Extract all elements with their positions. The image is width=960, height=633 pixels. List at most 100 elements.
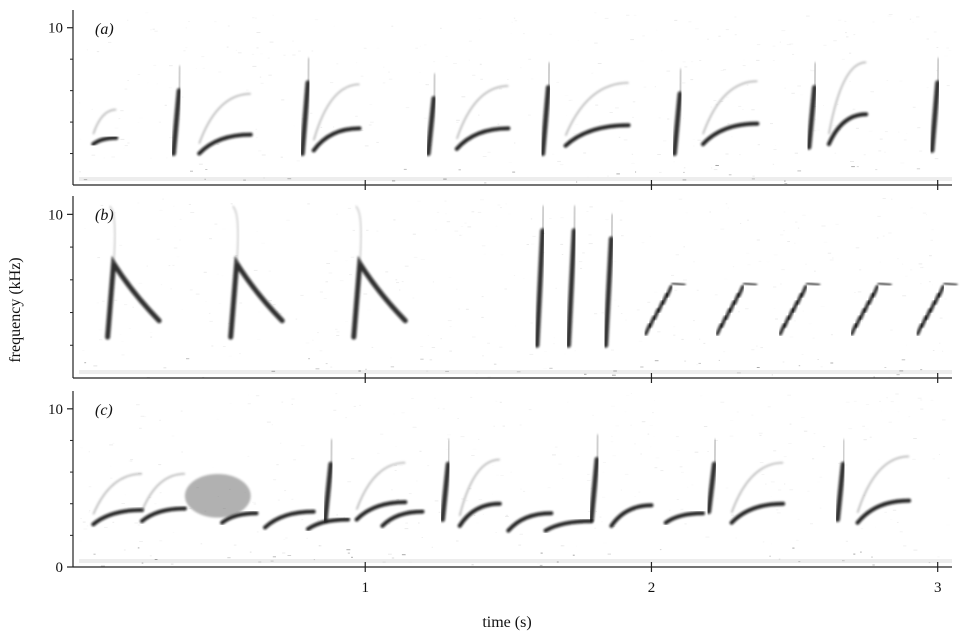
- noise-speck: [330, 82, 333, 83]
- noise-speck: [762, 474, 765, 475]
- noise-speck: [946, 525, 949, 526]
- noise-speck: [396, 282, 399, 283]
- noise-speck: [369, 104, 372, 105]
- noise-speck: [185, 47, 187, 48]
- noise-speck: [520, 67, 521, 68]
- noise-speck: [336, 335, 339, 336]
- noise-speck: [858, 291, 862, 292]
- noise-speck: [699, 339, 700, 340]
- noise-speck: [790, 337, 794, 338]
- noise-speck: [180, 219, 182, 220]
- noise-speck: [878, 459, 879, 460]
- noise-speck: [630, 39, 634, 40]
- noise-speck: [813, 338, 815, 339]
- noise-speck: [317, 332, 319, 333]
- noise-speck: [280, 313, 283, 314]
- noise-speck: [515, 20, 517, 21]
- noise-speck: [396, 499, 399, 500]
- noise-speck: [283, 55, 285, 56]
- noise-speck: [316, 368, 320, 369]
- noise-speck: [80, 447, 83, 448]
- noise-speck: [138, 283, 142, 284]
- noise-speck: [738, 311, 740, 312]
- noise-speck: [523, 491, 525, 492]
- noise-speck: [137, 203, 139, 204]
- noise-speck: [860, 552, 862, 553]
- noise-speck: [757, 44, 760, 45]
- noise-speck: [292, 404, 293, 405]
- noise-speck: [461, 436, 465, 437]
- noise-speck: [735, 17, 737, 18]
- noise-speck: [934, 32, 937, 33]
- spectrogram-note: [717, 283, 757, 334]
- note-harmonic: [142, 474, 185, 511]
- noise-speck: [878, 150, 881, 151]
- noise-speck: [748, 264, 751, 265]
- noise-speck: [821, 366, 823, 367]
- noise-speck: [484, 182, 486, 183]
- noise-speck: [79, 102, 80, 103]
- noise-speck: [631, 393, 632, 394]
- noise-speck: [514, 143, 515, 144]
- noise-speck: [250, 552, 252, 553]
- noise-speck: [81, 518, 82, 519]
- noise-speck: [448, 320, 452, 321]
- noise-speck: [913, 107, 916, 108]
- noise-speck: [420, 359, 423, 360]
- x-tick-label: 1: [361, 580, 369, 596]
- noise-speck: [717, 498, 718, 499]
- noise-speck: [222, 229, 226, 230]
- noise-speck: [354, 406, 356, 407]
- noise-speck: [99, 329, 103, 330]
- noise-speck: [900, 163, 904, 164]
- low-frequency-noise-band: [79, 559, 952, 563]
- noise-speck: [638, 492, 640, 493]
- noise-speck: [624, 139, 628, 140]
- note-harmonic: [93, 110, 116, 135]
- noise-speck: [124, 304, 127, 305]
- noise-speck: [832, 258, 834, 259]
- noise-speck: [769, 556, 770, 557]
- noise-speck: [190, 289, 193, 290]
- noise-speck: [120, 110, 123, 111]
- noise-speck: [655, 360, 659, 361]
- noise-speck: [891, 401, 894, 402]
- noise-speck: [723, 351, 725, 352]
- noise-speck: [231, 203, 233, 204]
- noise-speck: [865, 510, 868, 511]
- noise-speck: [433, 281, 434, 282]
- noise-speck: [573, 555, 575, 556]
- noise-speck: [783, 362, 785, 363]
- noise-speck: [229, 403, 231, 404]
- noise-speck: [757, 367, 760, 368]
- noise-speck: [310, 113, 312, 114]
- noise-speck: [97, 257, 100, 258]
- spectrogram-note: [325, 464, 331, 519]
- noise-speck: [139, 118, 143, 119]
- noise-speck: [759, 433, 763, 434]
- noise-speck: [920, 283, 921, 284]
- spectrogram-note: [732, 504, 784, 523]
- noise-speck: [949, 50, 952, 51]
- noise-speck: [802, 354, 804, 355]
- noise-speck: [870, 437, 872, 438]
- noise-speck: [652, 412, 653, 413]
- noise-speck: [101, 566, 105, 567]
- noise-speck: [657, 331, 660, 332]
- noise-speck: [119, 118, 121, 119]
- noise-speck: [592, 415, 594, 416]
- noise-speck: [369, 125, 372, 126]
- noise-speck: [549, 218, 552, 219]
- noise-speck: [699, 363, 702, 364]
- noise-speck: [846, 36, 849, 37]
- noise-speck: [884, 512, 887, 513]
- noise-speck: [257, 32, 261, 33]
- noise-speck: [828, 253, 832, 254]
- noise-speck: [842, 59, 845, 60]
- noise-speck: [495, 532, 497, 533]
- noise-speck: [849, 53, 851, 54]
- noise-speck: [900, 531, 903, 532]
- noise-speck: [282, 553, 285, 554]
- noise-speck: [693, 261, 694, 262]
- note-step: [802, 287, 806, 296]
